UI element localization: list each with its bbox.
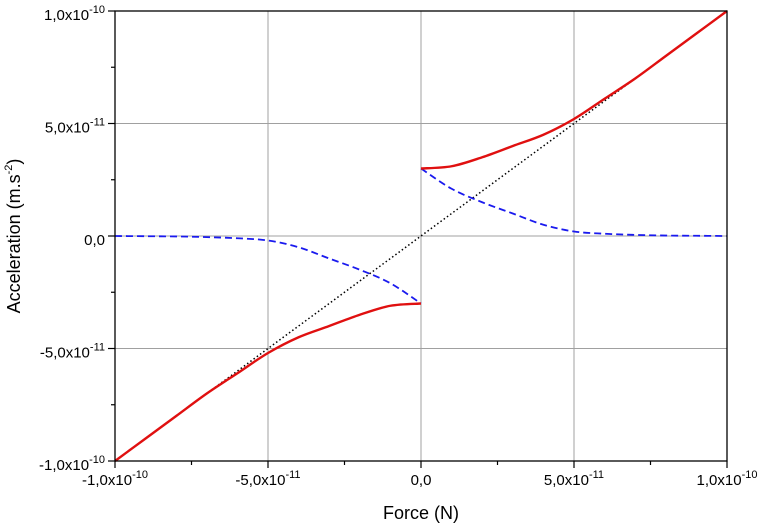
series-line-red-negative — [114, 302, 422, 462]
x-tick-label: -5,0x10-11 — [235, 469, 300, 489]
x-tick-label: 1,0x10-10 — [697, 469, 758, 489]
y-tick-label: 1,0x10-10 — [44, 4, 105, 24]
series-line-blue-positive — [420, 167, 728, 237]
y-tick-label: 5,0x10-11 — [45, 117, 105, 137]
x-tick-labels: -1,0x10-10 -5,0x10-11 0,0 5,0x10-11 1,0x10-1… — [82, 469, 757, 489]
tick-mantissa: -5,0x10 — [235, 472, 285, 489]
grid-lines — [115, 11, 727, 461]
y-tick-label: 0,0 — [84, 232, 105, 249]
y-axis-title-close: ) — [4, 159, 24, 165]
y-tick-label: -1,0x10-10 — [39, 454, 105, 474]
tick-exponent: -11 — [589, 469, 604, 481]
y-tick-labels: 1,0x10-105,0x10-110,0-5,0x10-11-1,0x10-1… — [39, 4, 105, 474]
x-tick-label: 5,0x10-11 — [544, 469, 604, 489]
tick-mantissa: 1,0x10 — [44, 7, 89, 24]
tick-exponent: -10 — [89, 454, 105, 466]
tick-exponent: -11 — [90, 117, 105, 129]
x-axis-title: Force (N) — [383, 503, 459, 523]
tick-marks — [108, 10, 728, 468]
tick-exponent: -11 — [285, 469, 300, 481]
tick-exponent: -10 — [89, 4, 105, 16]
y-axis-title: Acceleration (m.s-2) — [3, 159, 24, 314]
series-line-red-positive — [420, 10, 728, 170]
tick-mantissa: -1,0x10 — [82, 472, 132, 489]
tick-mantissa: -5,0x10 — [40, 345, 90, 362]
tick-mantissa: 0,0 — [411, 472, 432, 489]
series-line-blue-negative — [114, 235, 422, 305]
tick-mantissa: -1,0x10 — [39, 457, 89, 474]
tick-exponent: -10 — [742, 469, 758, 481]
tick-mantissa: 5,0x10 — [544, 472, 589, 489]
tick-mantissa: 1,0x10 — [697, 472, 742, 489]
y-axis-title-sup: -2 — [3, 165, 15, 175]
x-tick-label: -1,0x10-10 — [82, 469, 148, 489]
x-tick-label: 0,0 — [411, 472, 432, 489]
y-axis-title-main: Acceleration (m.s — [4, 174, 24, 313]
tick-mantissa: 0,0 — [84, 232, 105, 249]
tick-mantissa: 5,0x10 — [45, 120, 90, 137]
y-tick-label: -5,0x10-11 — [40, 342, 105, 362]
tick-exponent: -11 — [90, 342, 105, 354]
series-group — [114, 10, 728, 462]
tick-exponent: -10 — [132, 469, 148, 481]
